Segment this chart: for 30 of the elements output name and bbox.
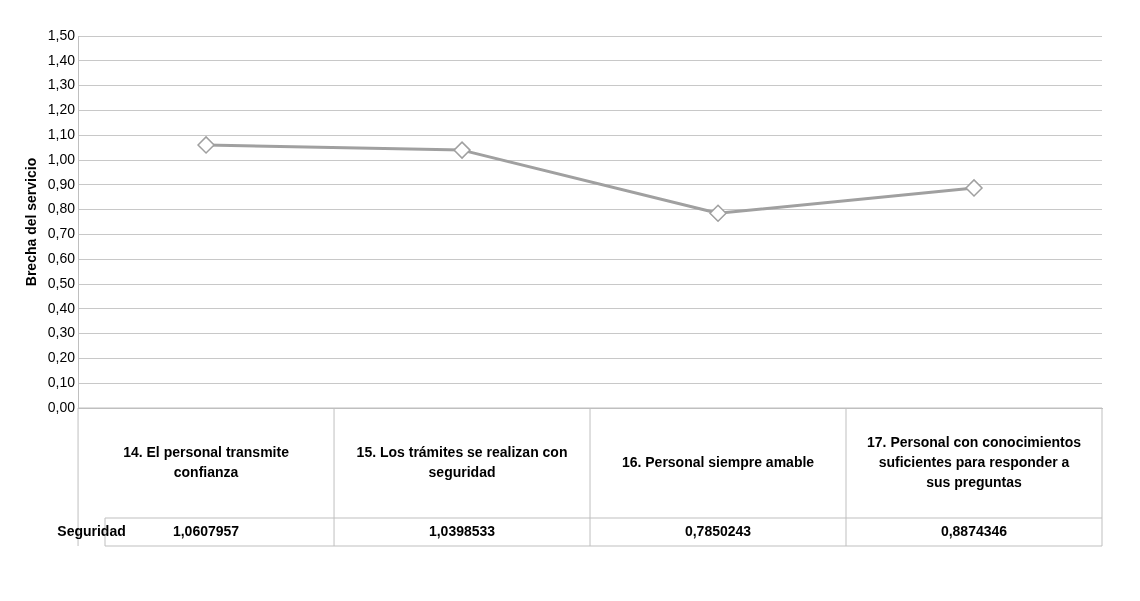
x-tick-label: 17. Personal con conocimientos suficientes para responder a sus preguntas bbox=[867, 433, 1082, 490]
y-axis-title: Brecha del servicio bbox=[23, 157, 40, 287]
x-tick-label: 16. Personal siempre amable bbox=[621, 453, 815, 470]
point bbox=[709, 204, 727, 223]
y-tick-label: 0,90 bbox=[47, 175, 76, 192]
point bbox=[453, 141, 471, 159]
x-tick-label: 14. El personal transmite confianza bbox=[123, 443, 290, 480]
y-tick-label: 1,30 bbox=[47, 76, 76, 93]
data-label: 1,0607957 bbox=[172, 522, 240, 539]
x-tick-label: 15. Los trámites se realizan con seguridad bbox=[356, 443, 568, 480]
y-tick-label: 0,60 bbox=[47, 250, 76, 267]
data-label: 0,8874346 bbox=[940, 522, 1008, 539]
y-tick-label: 1,10 bbox=[47, 126, 76, 143]
y-tick-label: 0,40 bbox=[47, 299, 76, 316]
y-tick-label: 0,50 bbox=[47, 274, 76, 291]
y-tick-label: 1,20 bbox=[47, 101, 76, 118]
y-tick-label: 1,50 bbox=[47, 26, 76, 43]
point bbox=[197, 136, 215, 154]
text: Seguridad bbox=[57, 522, 126, 539]
y-tick-label: 1,00 bbox=[47, 150, 76, 167]
point bbox=[965, 179, 983, 197]
y-tick-label: 0,70 bbox=[47, 225, 76, 242]
y-tick-label: 0,00 bbox=[47, 398, 76, 415]
y-tick-label: 1,40 bbox=[47, 51, 76, 68]
y-tick-label: 0,20 bbox=[47, 349, 76, 366]
y-tick-label: 0,80 bbox=[47, 200, 76, 217]
data-label: 1,0398533 bbox=[428, 522, 496, 539]
y-tick-label: 0,10 bbox=[47, 374, 76, 391]
data-label: 0,7850243 bbox=[684, 522, 752, 539]
y-tick-label: 0,30 bbox=[47, 324, 76, 341]
